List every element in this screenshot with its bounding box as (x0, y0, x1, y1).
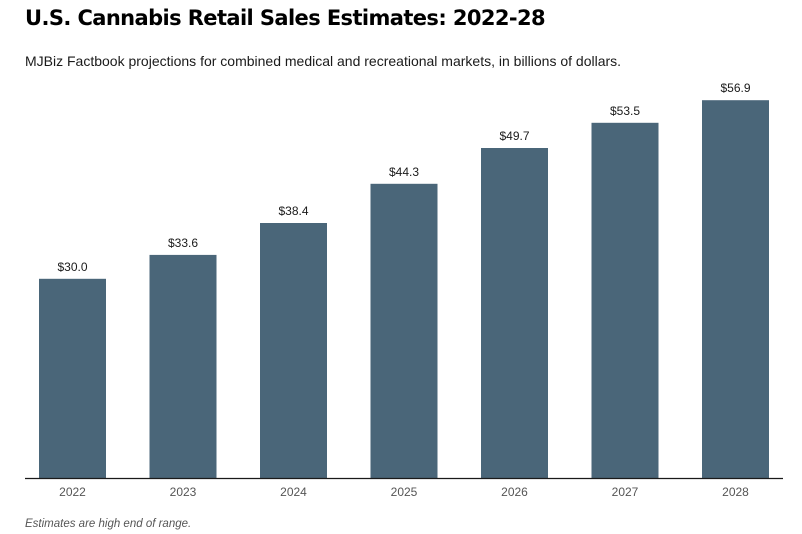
x-tick-label-2022: 2022 (59, 485, 86, 499)
bars-group (39, 100, 769, 479)
x-tick-label-2024: 2024 (280, 485, 307, 499)
bar-2027 (591, 122, 659, 479)
x-tick-label-2025: 2025 (391, 485, 418, 499)
x-tick-label-2023: 2023 (170, 485, 197, 499)
value-label-2022: $30.0 (57, 260, 87, 274)
value-label-2027: $53.5 (610, 104, 640, 118)
x-tick-label-2028: 2028 (722, 485, 749, 499)
value-label-2025: $44.3 (389, 165, 419, 179)
chart-title: U.S. Cannabis Retail Sales Estimates: 20… (25, 6, 546, 30)
x-tick-labels-group: 2022 2023 2024 2025 2026 2027 2028 (59, 485, 749, 499)
value-label-2028: $56.9 (720, 81, 750, 95)
bar-2023 (149, 254, 217, 478)
bar-2024 (260, 223, 327, 478)
value-labels-group: $30.0 $33.6 $38.4 $44.3 $49.7 $53.5 $56.9 (57, 81, 750, 274)
bar-2028 (702, 100, 769, 478)
value-label-2026: $49.7 (499, 129, 529, 143)
x-tick-label-2026: 2026 (501, 485, 528, 499)
bar-2025 (370, 183, 438, 479)
value-label-2024: $38.4 (278, 204, 308, 218)
chart-subtitle: MJBiz Factbook projections for combined … (25, 53, 622, 69)
x-tick-label-2027: 2027 (612, 485, 639, 499)
bar-2022 (39, 278, 106, 478)
bar-2026 (481, 148, 548, 478)
value-label-2023: $33.6 (168, 236, 198, 250)
footnote: Estimates are high end of range. (25, 518, 192, 530)
